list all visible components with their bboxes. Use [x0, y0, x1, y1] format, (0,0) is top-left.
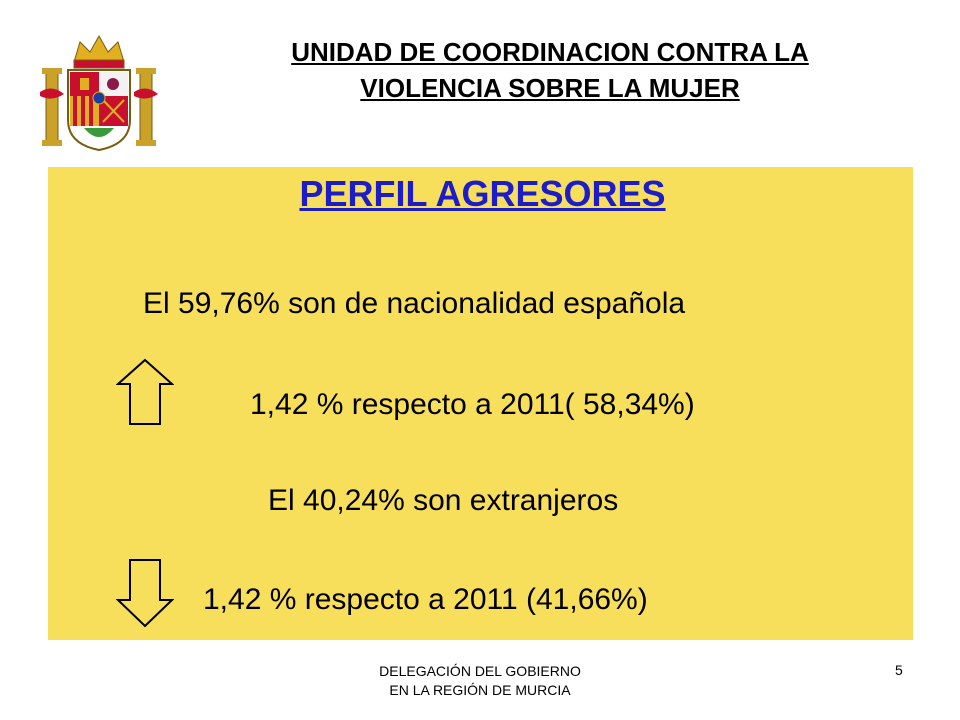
arrow-up-icon	[116, 358, 174, 425]
footer-line-2: EN LA REGIÓN DE MURCIA	[389, 682, 571, 698]
foreign-change-text: 1,42 % respecto a 2011 (41,66%)	[203, 583, 648, 616]
footer-line-1: DELEGACIÓN DEL GOBIERNO	[379, 663, 581, 679]
header-line-2: VIOLENCIA SOBRE LA MUJER	[360, 73, 740, 103]
content-panel	[48, 167, 913, 640]
arrow-down-icon	[116, 559, 174, 628]
spanish-change-text: 1,42 % respecto a 2011( 58,34%)	[250, 388, 695, 421]
header-line-1: UNIDAD DE COORDINACION CONTRA LA	[291, 37, 809, 67]
page-header: UNIDAD DE COORDINACION CONTRA LA VIOLENC…	[200, 34, 900, 106]
footer: DELEGACIÓN DEL GOBIERNO EN LA REGIÓN DE …	[320, 662, 640, 700]
slide-title: PERFIL AGRESORES	[299, 173, 666, 214]
foreign-nationality-text: El 40,24% son extranjeros	[268, 484, 619, 517]
coat-of-arms-icon	[40, 34, 158, 152]
spanish-nationality-text: El 59,76% son de nacionalidad española	[143, 287, 686, 320]
page-number: 5	[895, 662, 903, 678]
